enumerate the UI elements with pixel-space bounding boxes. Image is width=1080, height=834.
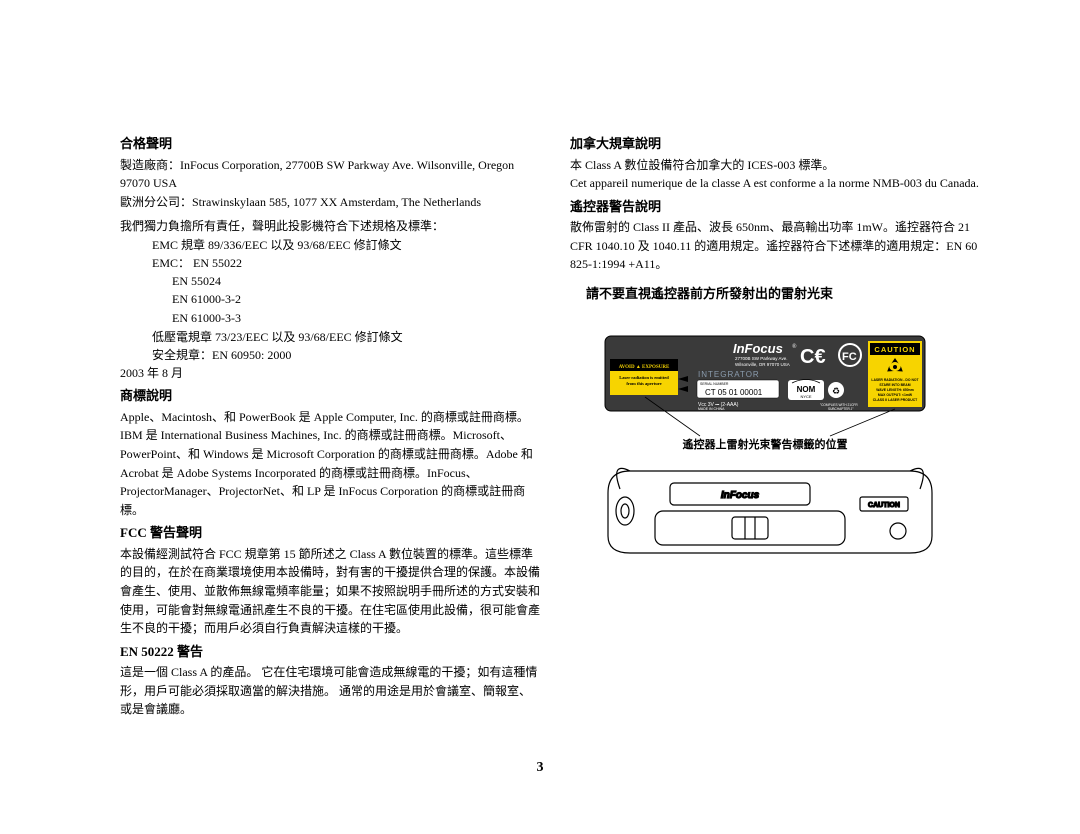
text-en50222: 這是一個 Class A 的產品。 它在住宅環境可能會造成無線電的干擾；如有這種… xyxy=(120,663,540,719)
nom-text: NOM xyxy=(797,385,816,394)
page-content: 合格聲明 製造廠商：InFocus Corporation, 27700B SW… xyxy=(0,0,1080,759)
avoid-exposure-line1: AVOID ▲ EXPOSURE xyxy=(619,365,670,370)
heading-compliance: 合格聲明 xyxy=(120,134,540,154)
heading-canada: 加拿大規章說明 xyxy=(570,134,990,154)
heading-fcc: FCC 警告聲明 xyxy=(120,523,540,543)
body-brand: InFocus xyxy=(721,490,760,501)
list-emc-std2: EN 55024 xyxy=(120,272,540,291)
page-number: 3 xyxy=(537,760,544,776)
text-fcc: 本設備經測試符合 FCC 規章第 15 節所述之 Class A 數位裝置的標準… xyxy=(120,545,540,638)
ce-mark: C€ xyxy=(800,346,826,368)
list-emc-std4: EN 61000-3-3 xyxy=(120,309,540,328)
body-caution: CAUTION xyxy=(868,502,900,509)
avoid-exposure-line2: Laser radiation is emitted xyxy=(619,375,669,380)
remote-outline: InFocus CAUTION xyxy=(608,469,932,554)
made-in-text: MADE IN CHINA xyxy=(698,407,725,411)
text-canada1: 本 Class A 數位設備符合加拿大的 ICES-003 標準。 xyxy=(570,156,990,175)
caution-line3: WAVE LENGTH: 650nm xyxy=(876,388,913,392)
right-column: 加拿大規章說明 本 Class A 數位設備符合加拿大的 ICES-003 標準… xyxy=(570,130,990,719)
laser-label-diagram: AVOID ▲ EXPOSURE Laser radiation is emit… xyxy=(570,321,960,641)
list-safety: 安全規章：EN 60950: 2000 xyxy=(120,346,540,364)
serial-label: SERIAL NUMBER xyxy=(700,382,729,386)
nyce-text: NYCE xyxy=(800,394,811,399)
svg-text:®: ® xyxy=(792,343,797,350)
text-eu-office: 歐洲分公司：Strawinskylaan 585, 1077 XX Amster… xyxy=(120,193,540,212)
text-remote-warning: 散佈雷射的 Class II 產品、波長 650nm、最高輸出功率 1mW。遙控… xyxy=(570,218,990,274)
list-emc-std3: EN 61000-3-2 xyxy=(120,290,540,309)
serial-number: CT 05 01 00001 xyxy=(705,388,763,397)
diagram-caption: 遙控器上雷射光束警告標籤的位置 xyxy=(683,437,848,451)
integrator-text: INTEGRATOR xyxy=(698,370,760,379)
text-canada2: Cet appareil numerique de la classe A es… xyxy=(570,174,990,193)
svg-text:FC: FC xyxy=(842,351,857,363)
caution-line1: LASER RADIATION - DO NOT xyxy=(871,378,919,382)
caution-line2: STARE INTO BEAM xyxy=(879,383,910,387)
addr-line2: Wilsonville, OR 97070 USA xyxy=(735,362,790,367)
brand-text: InFocus xyxy=(733,341,783,356)
svg-text:SUBCHAPTER J": SUBCHAPTER J" xyxy=(828,407,853,411)
text-declare: 我們獨力負擔所有責任，聲明此投影機符合下述規格及標準： xyxy=(120,217,540,236)
heading-laser-warning: 請不要直視遙控器前方所發射出的雷射光束 xyxy=(586,284,990,304)
avoid-exposure-line3: from this aperture xyxy=(626,381,661,386)
list-emc-std1: EMC： EN 55022 xyxy=(120,254,540,272)
left-column: 合格聲明 製造廠商：InFocus Corporation, 27700B SW… xyxy=(120,130,540,719)
text-trademark: Apple、Macintosh、和 PowerBook 是 Apple Comp… xyxy=(120,408,540,520)
heading-remote-warning: 遙控器警告說明 xyxy=(570,197,990,217)
heading-en50222: EN 50222 警告 xyxy=(120,642,540,662)
caution-line4: MAX OUTPUT: <1mW xyxy=(878,393,913,397)
text-manufacturer: 製造廠商：InFocus Corporation, 27700B SW Park… xyxy=(120,156,540,193)
text-date: 2003 年 8 月 xyxy=(120,364,540,383)
caution-title: CAUTION xyxy=(874,345,915,354)
caution-line5: CLASS II LASER PRODUCT xyxy=(873,398,918,402)
heading-trademark: 商標說明 xyxy=(120,386,540,406)
svg-text:♻: ♻ xyxy=(832,386,840,396)
addr-line1: 27700B SW Parkway Ave. xyxy=(735,356,787,361)
list-lvd: 低壓電規章 73/23/EEC 以及 93/68/EEC 修訂條文 xyxy=(120,328,540,346)
list-emc-directive: EMC 規章 89/336/EEC 以及 93/68/EEC 修訂條文 xyxy=(120,236,540,254)
